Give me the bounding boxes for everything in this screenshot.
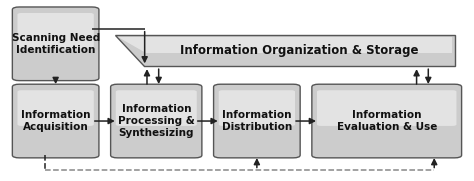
FancyBboxPatch shape (110, 84, 202, 158)
Text: Information
Distribution: Information Distribution (222, 110, 292, 132)
FancyBboxPatch shape (219, 90, 295, 126)
Text: Information
Evaluation & Use: Information Evaluation & Use (337, 110, 437, 132)
Polygon shape (115, 35, 455, 66)
FancyBboxPatch shape (12, 84, 99, 158)
FancyBboxPatch shape (116, 90, 197, 126)
FancyBboxPatch shape (18, 90, 94, 126)
Text: Information
Processing &
Synthesizing: Information Processing & Synthesizing (118, 104, 195, 138)
Text: Information
Acquisition: Information Acquisition (21, 110, 91, 132)
FancyBboxPatch shape (312, 84, 462, 158)
FancyBboxPatch shape (317, 90, 456, 126)
FancyBboxPatch shape (12, 7, 99, 81)
FancyBboxPatch shape (214, 84, 300, 158)
Text: Information Organization & Storage: Information Organization & Storage (180, 44, 419, 57)
Polygon shape (118, 37, 452, 53)
FancyBboxPatch shape (18, 13, 94, 49)
Text: Scanning Need
Identification: Scanning Need Identification (11, 33, 100, 55)
